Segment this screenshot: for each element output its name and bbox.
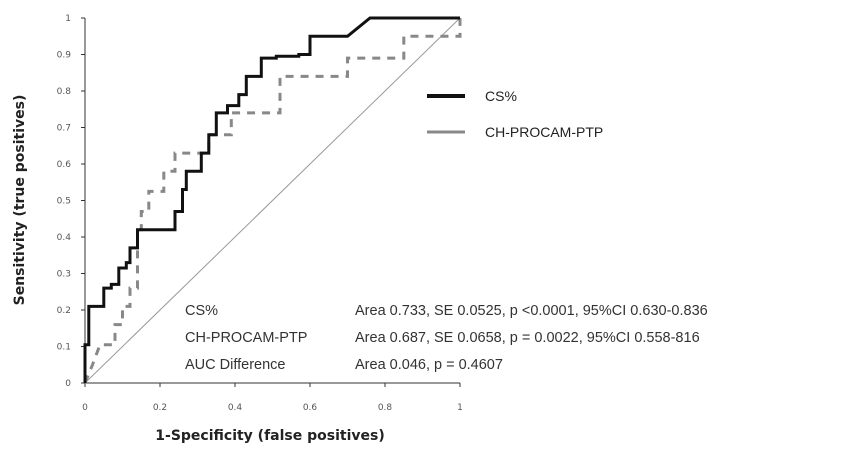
stats-text-ch-procam: Area 0.687, SE 0.0658, p = 0.0022, 95%CI… [355, 330, 700, 346]
y-tick-label: 0.4 [57, 233, 72, 243]
legend: CS% CH-PROCAM-PTP [427, 88, 603, 140]
series-line-ch-procam-ptp [83, 18, 462, 384]
stats-label-auc-diff: AUC Difference [185, 357, 285, 373]
stats-label-cs: CS% [185, 303, 218, 319]
y-tick-label: 0.7 [57, 124, 71, 134]
y-tick-label: 0.6 [57, 160, 72, 170]
y-tick-label: 0.9 [57, 51, 72, 61]
y-tick-label: 1 [65, 14, 71, 24]
y-tick-label: 0.1 [57, 343, 71, 353]
x-tick-label: 0.4 [228, 403, 243, 413]
y-tick-label: 0.8 [57, 87, 72, 97]
x-tick-label: 0.8 [378, 403, 393, 413]
reference-diagonal-line [84, 17, 461, 384]
stats-label-ch-procam: CH-PROCAM-PTP [185, 330, 307, 346]
stats-text-auc-diff: Area 0.046, p = 0.4607 [355, 357, 503, 373]
y-tick-label: 0.5 [57, 197, 71, 207]
series-line-cs [83, 16, 460, 383]
legend-label-ch-procam: CH-PROCAM-PTP [485, 124, 603, 140]
tick-layer: 0 0.1 0.2 0.3 0.4 0.5 0.6 0.7 0.8 0.9 1 0 0.2 0.4 0.6 0… [57, 14, 463, 413]
y-tick-label: 0.3 [57, 270, 71, 280]
x-axis-title: 1-Specificity (false positives) [155, 428, 384, 444]
y-tick-label: 0 [65, 379, 71, 389]
stats-annotation: CS% Area 0.733, SE 0.0525, p <0.0001, 95… [185, 303, 708, 373]
x-tick-label: 0.2 [153, 403, 167, 413]
stats-text-cs: Area 0.733, SE 0.0525, p <0.0001, 95%CI … [355, 303, 708, 319]
y-tick-label: 0.2 [57, 306, 71, 316]
y-axis-title: Sensitivity (true positives) [12, 95, 28, 306]
legend-label-cs: CS% [485, 88, 517, 104]
x-tick-label: 1 [457, 403, 463, 413]
x-tick-label: 0 [82, 403, 88, 413]
x-tick-label: 0.6 [303, 403, 318, 413]
series-layer [83, 16, 462, 384]
